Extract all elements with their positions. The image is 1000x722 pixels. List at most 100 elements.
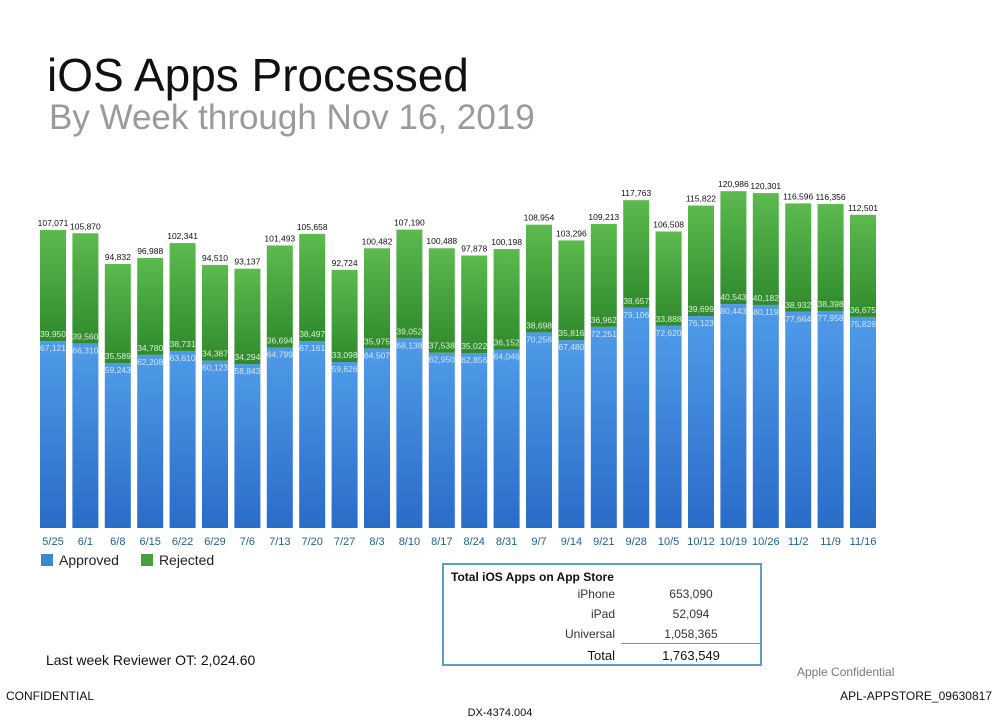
data-label-approved: 80,119 xyxy=(753,307,779,317)
data-label-total: 116,356 xyxy=(816,192,846,202)
bar-rejected xyxy=(72,233,99,344)
x-tick-label: 6/15 xyxy=(139,536,160,548)
bar-approved xyxy=(558,340,585,528)
bar-rejected xyxy=(526,224,552,333)
data-label-rejected: 40,543 xyxy=(720,292,746,302)
x-tick-label: 6/29 xyxy=(204,536,225,548)
bar-rejected xyxy=(752,193,779,305)
data-label-rejected: 36,962 xyxy=(591,315,617,325)
data-label-rejected: 34,780 xyxy=(137,343,163,353)
totals-row-label: Universal xyxy=(564,627,615,641)
data-label-approved: 66,310 xyxy=(72,345,98,355)
data-label-rejected: 38,497 xyxy=(299,329,325,339)
data-label-rejected: 39,699 xyxy=(688,304,714,314)
x-tick-label: 6/22 xyxy=(172,536,193,548)
data-label-rejected: 39,052 xyxy=(396,326,422,336)
data-label-total: 103,296 xyxy=(556,228,587,238)
data-label-approved: 62,950 xyxy=(429,355,455,365)
bar-approved xyxy=(850,316,876,528)
bar-approved xyxy=(137,354,164,528)
data-label-rejected: 39,950 xyxy=(40,329,66,339)
totals-row-value: 653,090 xyxy=(669,587,713,601)
data-label-approved: 70,256 xyxy=(526,334,552,344)
x-tick-label: 8/31 xyxy=(496,536,517,548)
data-label-rejected: 33,888 xyxy=(656,314,682,324)
data-label-rejected: 34,294 xyxy=(234,352,260,362)
bar-rejected xyxy=(688,205,714,317)
data-label-approved: 76,123 xyxy=(688,318,714,328)
bar-approved xyxy=(785,311,812,528)
bar-approved xyxy=(461,353,488,528)
data-label-approved: 72,620 xyxy=(656,328,682,338)
data-label-total: 107,071 xyxy=(38,218,69,228)
data-label-rejected: 38,398 xyxy=(818,299,844,309)
bar-rejected xyxy=(590,223,617,327)
data-label-total: 108,954 xyxy=(524,213,555,223)
x-tick-label: 7/13 xyxy=(269,536,290,548)
x-tick-label: 6/1 xyxy=(78,536,93,548)
data-label-rejected: 36,152 xyxy=(494,338,520,348)
data-label-total: 94,510 xyxy=(202,253,228,263)
bar-approved xyxy=(299,341,326,528)
x-tick-label: 7/6 xyxy=(240,536,255,548)
data-label-approved: 64,799 xyxy=(267,350,293,360)
bar-approved xyxy=(817,310,844,528)
data-label-total: 92,724 xyxy=(332,258,358,268)
bar-rejected xyxy=(428,248,455,353)
data-label-rejected: 34,387 xyxy=(202,349,228,359)
data-label-approved: 59,243 xyxy=(105,365,131,375)
reviewer-overtime-note: Last week Reviewer OT: 2,024.60 xyxy=(46,652,256,668)
stacked-bar-chart: 67,121 39,950 107,071 5/25 66,310 39,560 105,8… xyxy=(38,179,879,548)
data-label-rejected: 35,816 xyxy=(558,328,584,338)
bar-approved xyxy=(752,304,779,528)
exhibit-number: DX-4374.004 xyxy=(467,707,533,719)
data-label-rejected: 39,560 xyxy=(72,331,98,341)
totals-row-value: 52,094 xyxy=(672,607,710,621)
bar-approved xyxy=(428,352,455,528)
bar-rejected xyxy=(40,229,66,342)
totals-row-label: iPhone xyxy=(577,587,615,601)
bar-rejected xyxy=(396,229,423,339)
x-tick-label: 8/10 xyxy=(399,536,420,548)
data-label-total: 115,822 xyxy=(686,194,716,204)
data-label-approved: 79,106 xyxy=(623,310,649,320)
data-label-total: 120,986 xyxy=(718,179,749,189)
data-label-rejected: 35,975 xyxy=(364,336,390,346)
data-label-total: 100,488 xyxy=(426,236,457,246)
bar-approved xyxy=(396,338,423,528)
bar-rejected xyxy=(169,243,196,351)
chart-subtitle: By Week through Nov 16, 2019 xyxy=(49,98,535,137)
bar-rejected xyxy=(785,203,812,312)
bar-rejected xyxy=(817,204,844,311)
bar-rejected xyxy=(299,233,326,342)
x-tick-label: 11/9 xyxy=(820,536,841,548)
data-label-total: 112,501 xyxy=(848,203,878,213)
bar-rejected xyxy=(234,268,261,365)
data-label-rejected: 33,098 xyxy=(332,350,358,360)
data-label-approved: 80,443 xyxy=(720,306,746,316)
totals-total-value: 1,763,549 xyxy=(662,648,720,663)
bar-rejected xyxy=(137,257,164,355)
data-label-approved: 58,843 xyxy=(234,366,260,376)
data-label-total: 120,301 xyxy=(750,181,781,191)
x-tick-label: 10/19 xyxy=(720,536,748,548)
data-label-total: 107,190 xyxy=(394,218,425,228)
totals-row-value: 1,058,365 xyxy=(664,627,718,641)
bar-approved xyxy=(202,360,228,528)
totals-total-label: Total xyxy=(587,648,615,663)
totals-divider xyxy=(621,643,760,644)
x-tick-label: 10/12 xyxy=(687,536,715,548)
data-label-rejected: 35,589 xyxy=(105,351,131,361)
data-label-approved: 64,507 xyxy=(364,350,390,360)
bar-rejected xyxy=(720,191,747,305)
bar-approved xyxy=(720,304,747,528)
x-tick-label: 11/16 xyxy=(850,536,877,548)
data-label-approved: 64,046 xyxy=(494,352,520,362)
bar-approved xyxy=(623,307,650,528)
data-label-approved: 72,251 xyxy=(591,329,617,339)
bar-rejected xyxy=(655,231,682,326)
data-label-total: 106,508 xyxy=(653,219,684,229)
data-label-total: 97,878 xyxy=(461,244,487,254)
data-label-rejected: 35,022 xyxy=(461,341,487,351)
bar-rejected xyxy=(266,245,293,348)
